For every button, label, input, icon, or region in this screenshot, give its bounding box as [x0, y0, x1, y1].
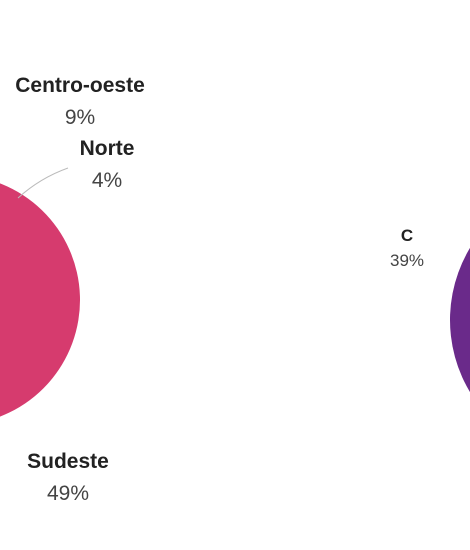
label-c-name: C: [400, 226, 414, 245]
pie-slice-c: [450, 248, 470, 393]
label-sudeste-name: Sudeste: [27, 450, 109, 473]
leader-line-norte: [17, 167, 69, 199]
label-centro-oeste-pct: 9%: [64, 106, 96, 129]
label-c: C 39%: [390, 226, 424, 272]
label-norte-pct: 4%: [91, 169, 123, 192]
pie-chart-class: [450, 248, 470, 393]
label-c-pct: 39%: [389, 251, 425, 270]
pie-chart-region: [0, 183, 80, 417]
label-centro-oeste: Centro-oeste 9%: [15, 74, 145, 132]
label-centro-oeste-name: Centro-oeste: [15, 74, 145, 97]
label-sudeste-pct: 49%: [46, 482, 90, 505]
pie-slice-sudeste: [0, 183, 80, 417]
label-sudeste: Sudeste 49%: [27, 450, 109, 508]
label-norte-name: Norte: [79, 137, 135, 160]
label-norte: Norte 4%: [80, 137, 135, 195]
